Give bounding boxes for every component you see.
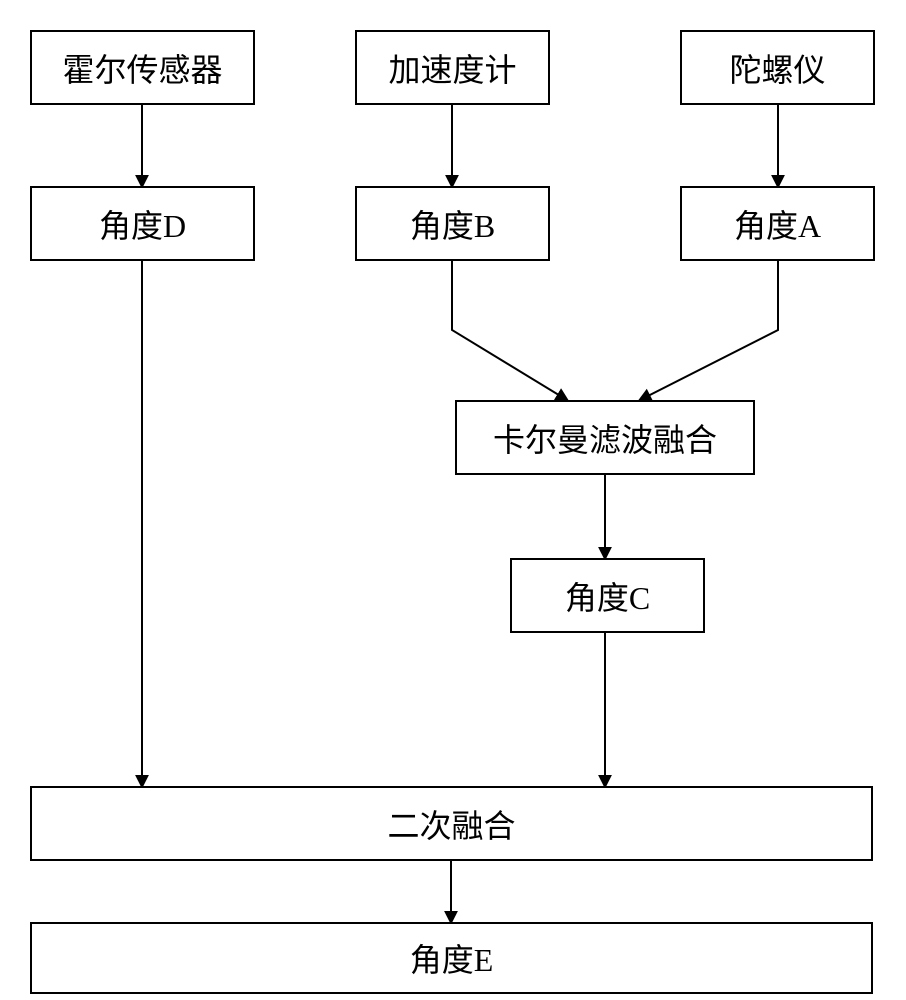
node-label: 角度E (410, 935, 494, 981)
node-hall-sensor: 霍尔传感器 (30, 30, 255, 105)
edge-angle-b-to-kalman (452, 261, 567, 400)
node-secondary-fusion: 二次融合 (30, 786, 873, 861)
node-angle-c: 角度C (510, 558, 705, 633)
node-angle-a: 角度A (680, 186, 875, 261)
node-label: 霍尔传感器 (62, 45, 222, 91)
node-label: 角度A (734, 201, 821, 247)
node-label: 角度D (99, 201, 186, 247)
node-label: 加速度计 (388, 45, 516, 91)
node-accelerometer: 加速度计 (355, 30, 550, 105)
node-gyroscope: 陀螺仪 (680, 30, 875, 105)
edge-angle-a-to-kalman (640, 261, 778, 400)
node-angle-e: 角度E (30, 922, 873, 994)
node-kalman: 卡尔曼滤波融合 (455, 400, 755, 475)
node-label: 角度B (410, 201, 495, 247)
node-label: 二次融合 (387, 801, 515, 847)
node-label: 角度C (565, 573, 650, 619)
node-label: 卡尔曼滤波融合 (493, 415, 717, 461)
node-angle-d: 角度D (30, 186, 255, 261)
node-label: 陀螺仪 (729, 45, 825, 91)
node-angle-b: 角度B (355, 186, 550, 261)
